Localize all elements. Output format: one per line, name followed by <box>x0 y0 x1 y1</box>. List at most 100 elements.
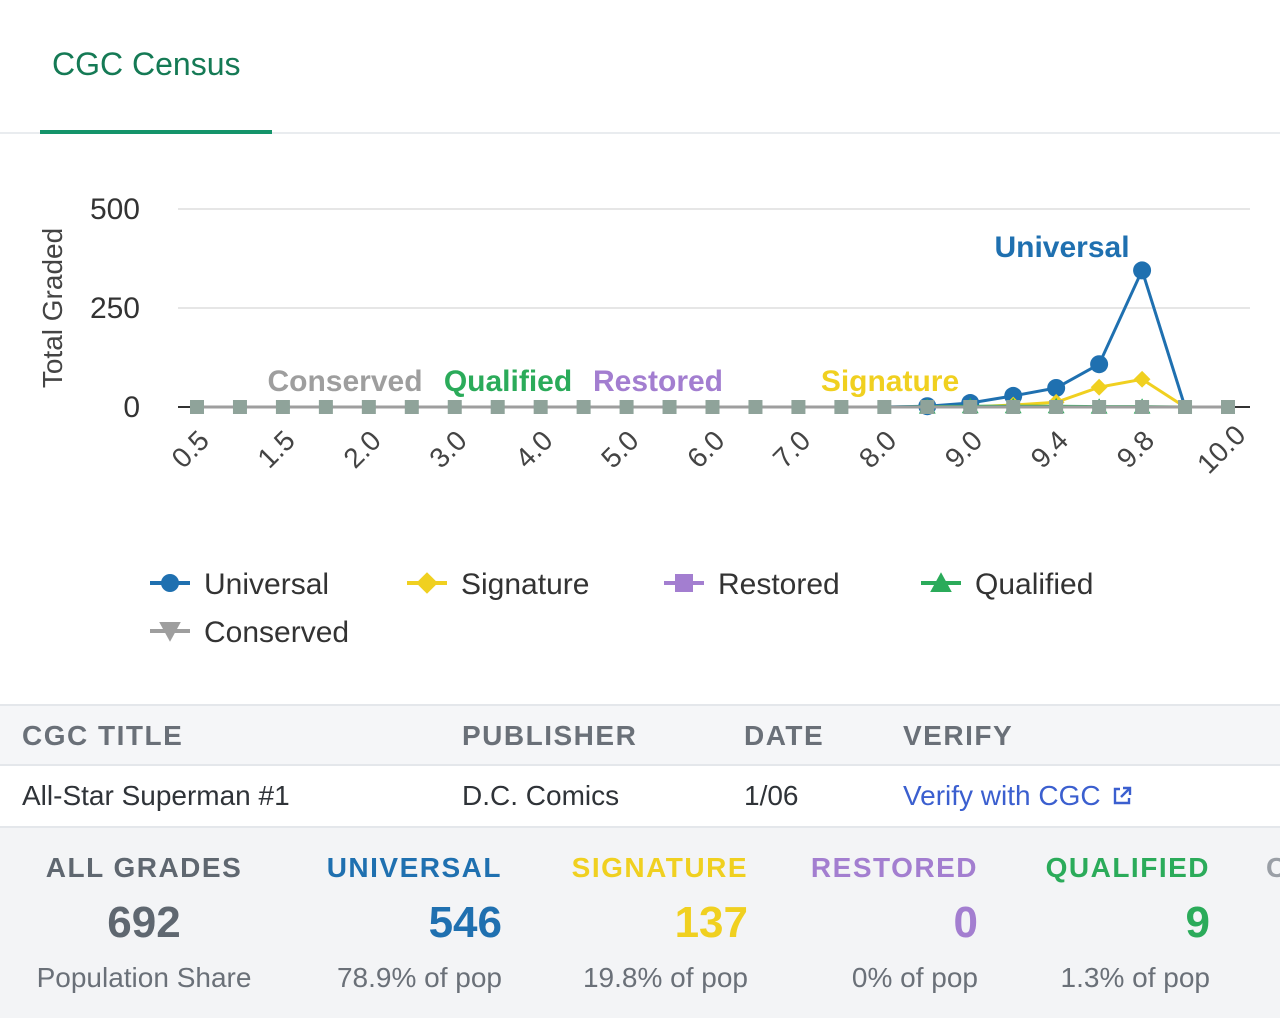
legend-label: Conserved <box>204 616 349 649</box>
data-point-conserved <box>361 400 376 414</box>
data-point-conserved <box>920 400 935 414</box>
x-tick-label: 9.4 <box>1025 425 1074 474</box>
stat-value: 0 <box>953 898 978 947</box>
legend-label: Restored <box>718 568 840 601</box>
data-point-conserved <box>1049 400 1064 414</box>
data-point-universal <box>1090 355 1109 374</box>
stat-label: UNIVERSAL <box>326 852 502 883</box>
stat-sub: 78.9% of pop <box>336 962 502 993</box>
y-axis-label: Total Graded <box>37 228 68 388</box>
data-point-conserved <box>490 400 505 414</box>
data-point-conserved <box>318 400 333 414</box>
y-tick-label: 250 <box>90 292 140 325</box>
x-tick-label: 3.0 <box>423 425 472 474</box>
series-annotation-restored: Restored <box>593 365 723 398</box>
stat-label: SIGNATURE <box>571 852 748 883</box>
data-point-universal <box>1133 261 1152 280</box>
data-point-conserved <box>275 400 290 414</box>
y-tick-label: 500 <box>90 193 140 226</box>
legend-marker <box>161 574 179 592</box>
stat-universal: UNIVERSAL 546 78.9% of pop <box>262 828 502 1018</box>
population-summary: ALL GRADES 692 Population Share UNIVERSA… <box>0 828 1280 1018</box>
x-tick-label: 1.5 <box>251 425 300 474</box>
legend-marker <box>675 574 693 592</box>
table-header: CGC TITLE PUBLISHER DATE VERIFY <box>0 704 1280 766</box>
x-tick-label: 6.0 <box>681 425 730 474</box>
legend-marker <box>930 572 952 592</box>
data-point-conserved <box>533 400 548 414</box>
x-tick-label: 0.5 <box>166 425 215 474</box>
stat-qualified: QUALIFIED 9 1.3% of pop <box>970 828 1210 1018</box>
legend-marker <box>159 622 181 642</box>
y-tick-label: 0 <box>123 391 140 424</box>
stat-label: RESTORED <box>810 852 978 883</box>
stat-signature: SIGNATURE 137 19.8% of pop <box>508 828 748 1018</box>
header-verify: VERIFY <box>903 720 1014 751</box>
stat-sub: 1.3% of pop <box>1060 962 1210 993</box>
stat-value: 546 <box>428 898 502 947</box>
stat-conserved-label-clipped: C <box>1266 852 1280 883</box>
stat-value: 9 <box>1185 898 1210 947</box>
verify-link-label: Verify with CGC <box>903 780 1101 811</box>
data-point-conserved <box>1006 400 1021 414</box>
stat-value: 137 <box>674 898 748 947</box>
series-annotation-signature: Signature <box>821 365 959 398</box>
data-point-conserved <box>619 400 634 414</box>
stat-sub: 0% of pop <box>851 962 978 993</box>
external-link-icon <box>1113 786 1131 805</box>
stat-label: QUALIFIED <box>1045 852 1210 883</box>
census-chart: 0 250 500 Total Graded 0.5 1.5 2.0 3.0 4.0 5.0 6.0… <box>37 193 1252 649</box>
row-date: 1/06 <box>744 780 799 811</box>
data-point-conserved <box>232 400 247 414</box>
data-point-conserved <box>1221 400 1235 414</box>
tab-bar: CGC Census <box>0 0 1280 134</box>
header-date: DATE <box>744 720 825 751</box>
header-cgc-title: CGC TITLE <box>22 720 184 751</box>
data-point-conserved <box>1135 400 1150 414</box>
series-annotation-conserved: Conserved <box>267 365 422 398</box>
x-tick-label: 2.0 <box>337 425 386 474</box>
legend-label: Qualified <box>975 568 1093 601</box>
legend-item-signature[interactable]: Signature <box>407 568 589 601</box>
header-publisher: PUBLISHER <box>462 720 638 751</box>
data-point-conserved <box>877 400 892 414</box>
data-point-conserved <box>791 400 806 414</box>
data-point-conserved <box>1178 400 1193 414</box>
x-tick-label: 5.0 <box>595 425 644 474</box>
x-tick-label: 8.0 <box>853 425 902 474</box>
legend-label: Universal <box>204 568 329 601</box>
legend-marker <box>416 572 438 594</box>
stat-value: 692 <box>107 898 181 947</box>
data-point-conserved <box>662 400 677 414</box>
row-publisher: D.C. Comics <box>462 780 620 811</box>
data-point-conserved <box>963 400 978 414</box>
legend-item-conserved[interactable]: Conserved <box>150 616 349 649</box>
x-tick-label: 9.0 <box>939 425 988 474</box>
stat-all-grades: ALL GRADES 692 Population Share <box>24 828 264 1018</box>
stat-sub: Population Share <box>36 962 252 993</box>
data-point-conserved <box>748 400 763 414</box>
series-annotation-qualified: Qualified <box>444 365 572 398</box>
verify-with-cgc-link[interactable]: Verify with CGC <box>903 780 1133 812</box>
table-row: All-Star Superman #1 D.C. Comics 1/06 Ve… <box>0 766 1280 828</box>
tab-cgc-census[interactable]: CGC Census <box>40 0 272 134</box>
tab-label: CGC Census <box>52 46 241 82</box>
x-tick-label: 10.0 <box>1191 419 1251 479</box>
data-point-conserved <box>190 400 204 414</box>
stat-restored: RESTORED 0 0% of pop <box>738 828 978 1018</box>
stat-label: ALL GRADES <box>45 852 243 883</box>
x-tick-label: 9.8 <box>1111 425 1160 474</box>
legend-item-universal[interactable]: Universal <box>150 568 329 601</box>
series-annotation-universal: Universal <box>994 231 1129 264</box>
data-point-conserved <box>404 400 419 414</box>
stat-sub: 19.8% of pop <box>582 962 748 993</box>
data-point-signature <box>1090 378 1108 396</box>
data-point-conserved <box>447 400 462 414</box>
legend-item-restored[interactable]: Restored <box>664 568 840 601</box>
data-point-conserved <box>1092 400 1107 414</box>
row-title: All-Star Superman #1 <box>22 780 290 811</box>
legend-item-qualified[interactable]: Qualified <box>921 568 1093 601</box>
x-tick-label: 4.0 <box>509 425 558 474</box>
data-point-conserved <box>834 400 849 414</box>
data-point-signature <box>1133 370 1151 388</box>
